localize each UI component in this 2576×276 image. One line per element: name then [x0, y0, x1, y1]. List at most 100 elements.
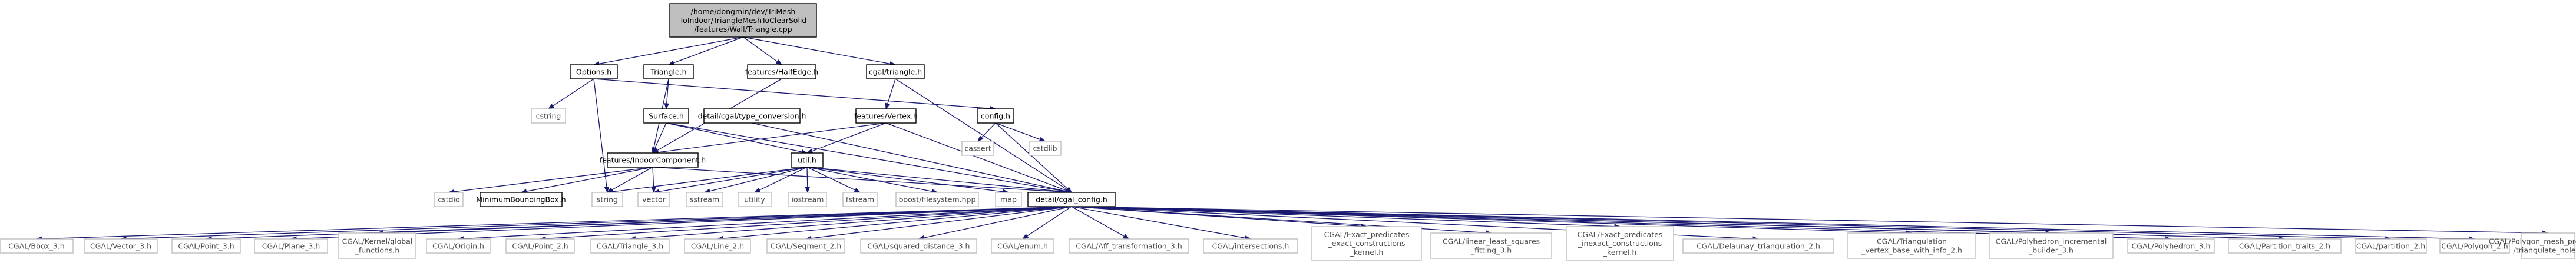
edge-util-h-to-map — [806, 167, 1010, 195]
node-label: Options.h — [576, 68, 611, 77]
node-box — [1311, 226, 1422, 261]
node-cstring: cstring — [531, 108, 566, 124]
node-type-conversion-h[interactable]: detail/cgal/type_conversion.h — [698, 108, 806, 124]
edge-root-to-options-h — [593, 36, 743, 66]
node-triangulate-hole: CGAL/Polygon_mesh_processing/triangulate… — [2489, 232, 2576, 259]
edge-util-h-to-vector — [653, 167, 808, 194]
node-delaunay2: CGAL/Delaunay_triangulation_2.h — [1682, 238, 1834, 254]
node-label: CGAL/Polygon_2.h — [2441, 242, 2508, 251]
node-vertex-h[interactable]: features/Vertex.h — [854, 108, 918, 124]
node-indoor-component-h[interactable]: features/IndoorComponent.h — [600, 152, 706, 168]
node-util-h[interactable]: util.h — [791, 152, 824, 168]
node-box — [1029, 141, 1062, 156]
edge-options-h-to-config-h — [593, 78, 997, 111]
node-box — [703, 108, 801, 124]
edge-options-h-to-cstring — [547, 78, 594, 109]
node-box — [434, 192, 464, 207]
node-box — [505, 238, 575, 254]
node-label: MinimumBoundingBox.h — [476, 195, 566, 204]
edge-util-h-to-iostream — [805, 167, 811, 194]
node-box — [2439, 238, 2510, 254]
node-label: cstdio — [438, 195, 459, 204]
node-box — [1847, 232, 1976, 259]
edge-indoor-component-h-to-cstdio — [448, 167, 653, 195]
node-options-h[interactable]: Options.h — [570, 64, 618, 79]
node-label: CGAL/Segment_2.h — [771, 242, 842, 251]
node-vector3: CGAL/Vector_3.h — [84, 238, 158, 254]
edge-config-h-to-cassert — [977, 122, 996, 142]
node-enum: CGAL/enum.h — [991, 238, 1054, 254]
edge-root-to-triangle-h — [667, 36, 743, 65]
node-aff3: CGAL/Aff_transformation_3.h — [1069, 238, 1189, 254]
node-box — [1566, 226, 1674, 261]
edge-root-to-cgaltriangle-h — [743, 36, 897, 66]
node-box — [643, 64, 694, 79]
edge-cgal-config-h-to-enum — [1021, 206, 1072, 240]
node-label: map — [1000, 195, 1017, 204]
edge-cgal-config-h-to-tvbwi2 — [1071, 206, 1913, 235]
node-label: Surface.h — [649, 112, 684, 121]
edge-cgal-config-h-to-partition2 — [1071, 206, 2392, 241]
node-label: CGAL/Point_3.h — [178, 242, 234, 251]
node-box — [591, 192, 623, 207]
node-label: string — [597, 195, 618, 204]
node-surface-h[interactable]: Surface.h — [643, 108, 689, 124]
edge-util-h-to-fstream — [806, 167, 861, 193]
node-label: CGAL/enum.h — [997, 242, 1048, 251]
node-label: _kernel.h — [1603, 248, 1637, 257]
node-box — [686, 192, 723, 207]
node-box — [0, 238, 74, 254]
node-box — [961, 141, 994, 156]
node-box — [738, 192, 772, 207]
node-box — [338, 232, 416, 259]
node-label: CGAL/Triangle_3.h — [597, 242, 663, 251]
node-cassert: cassert — [961, 141, 994, 156]
node-triangle-h[interactable]: Triangle.h — [643, 64, 694, 79]
node-label: _vertex_base_with_info_2.h — [1861, 246, 1962, 255]
node-box — [171, 238, 241, 254]
node-box — [991, 238, 1054, 254]
node-polygon2: CGAL/Polygon_2.h — [2439, 238, 2510, 254]
node-box — [895, 192, 979, 207]
edge-cgal-config-h-to-line2 — [716, 206, 1072, 241]
node-label: CGAL/Delaunay_triangulation_2.h — [1697, 242, 1820, 251]
edges-layer — [35, 36, 2549, 242]
edge-indoor-component-h-to-string — [606, 167, 653, 193]
node-point3: CGAL/Point_3.h — [171, 238, 241, 254]
node-config-h[interactable]: config.h — [977, 108, 1014, 124]
node-label: /features/Wall/Triangle.cpp — [694, 25, 792, 34]
edge-surface-h-to-util-h — [666, 122, 808, 155]
node-box — [747, 64, 816, 79]
edge-cgaltriangle-h-to-vertex-h — [885, 78, 896, 110]
node-label: cstdlib — [1033, 144, 1057, 153]
edge-vertex-h-to-util-h — [806, 122, 887, 154]
node-box — [860, 238, 977, 254]
node-box — [590, 238, 670, 254]
node-box — [866, 64, 925, 79]
node-halfedge-h[interactable]: features/HalfEdge.h — [745, 64, 818, 79]
node-label: _builder_3.h — [2028, 246, 2074, 255]
node-label: ToIndoor/TriangleMeshToClearSolid — [679, 16, 807, 25]
node-box — [995, 192, 1022, 207]
node-label: vector — [642, 195, 666, 204]
node-polyinc3: CGAL/Polyhedron_incremental_builder_3.h — [1989, 232, 2114, 259]
node-label: CGAL/squared_distance_3.h — [868, 242, 970, 251]
node-cgaltriangle-h[interactable]: cgal/triangle.h — [866, 64, 925, 79]
node-mbb-h[interactable]: MinimumBoundingBox.h — [476, 192, 566, 207]
node-sstream: sstream — [686, 192, 723, 207]
node-tvbwi2: CGAL/Triangulation_vertex_base_with_info… — [1847, 232, 1976, 259]
node-label: boost/filesystem.hpp — [899, 195, 976, 204]
node-box — [842, 192, 878, 207]
node-label: CGAL/Vector_3.h — [90, 242, 151, 251]
node-label: _exact_constructions — [1327, 239, 1405, 248]
node-box — [2228, 238, 2342, 254]
node-box — [531, 108, 566, 124]
node-label: CGAL/Point_2.h — [512, 242, 568, 251]
edge-vertex-h-to-cgal-config-h — [885, 122, 1073, 193]
node-box — [2355, 238, 2427, 254]
node-cgal-config-h[interactable]: detail/cgal_config.h — [1027, 192, 1116, 207]
node-box — [254, 238, 328, 254]
node-box — [1682, 238, 1834, 254]
node-box — [2521, 232, 2575, 259]
node-box — [855, 108, 917, 124]
